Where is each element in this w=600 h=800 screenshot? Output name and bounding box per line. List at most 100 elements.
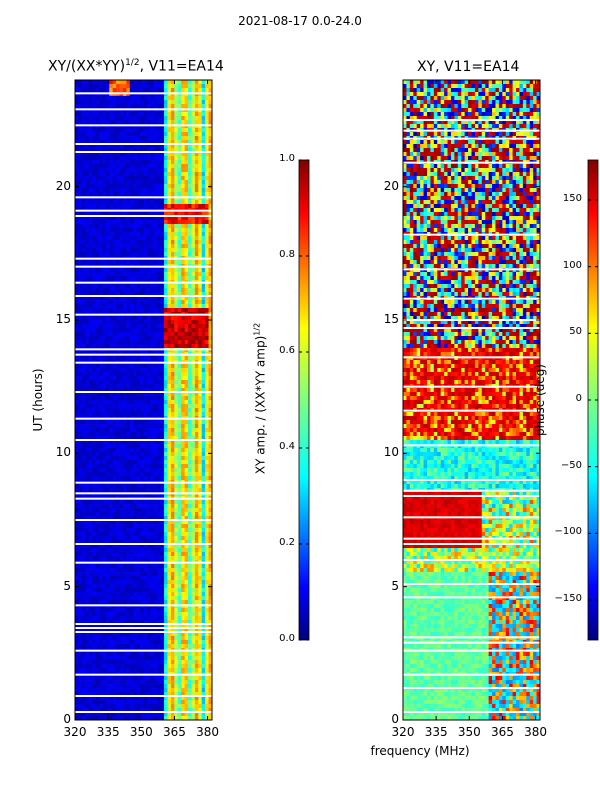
amp-cell (150, 384, 155, 389)
amp-cell (92, 524, 96, 529)
amp-cell (136, 100, 141, 105)
amp-cell (201, 528, 206, 533)
amp-cell (208, 460, 213, 465)
amp-cell (129, 144, 134, 149)
amp-cell (109, 320, 114, 325)
amp-cell (78, 472, 83, 477)
amp-cell (129, 448, 134, 453)
amp-cell (109, 384, 114, 389)
amp-cell (164, 380, 168, 385)
amp-cell (188, 532, 192, 537)
amp-cell (129, 260, 134, 265)
amp-cell (122, 320, 127, 325)
amp-cell (109, 220, 114, 225)
amp-cell (133, 292, 138, 297)
amp-cell (122, 96, 127, 101)
amp-cell (146, 140, 151, 145)
amp-cell (98, 284, 103, 289)
amp-cell (112, 168, 117, 173)
amp-cell (136, 372, 141, 377)
amp-cell (188, 136, 192, 141)
amp-cell (119, 156, 124, 161)
amp-cell (150, 328, 155, 333)
amp-cell (160, 396, 165, 401)
amp-cell (194, 384, 199, 389)
amp-cell (184, 396, 189, 401)
amp-cell (146, 276, 151, 281)
amp-cell (122, 112, 127, 117)
amp-cell (170, 448, 175, 453)
amp-cell (177, 276, 182, 281)
amp-cell (160, 536, 165, 541)
amp-cell (160, 132, 165, 137)
amp-cell (150, 476, 155, 481)
amp-cell (201, 556, 206, 561)
amp-cell (177, 428, 182, 433)
amp-cell (81, 84, 86, 89)
amp-cell (78, 272, 83, 277)
amp-cell (109, 488, 114, 493)
amp-cell (88, 292, 93, 297)
amp-cell (153, 160, 158, 165)
amp-cell (140, 160, 144, 165)
amp-cell (198, 200, 203, 205)
amp-cell (184, 284, 189, 289)
amp-cell (143, 172, 148, 177)
amp-cell (102, 476, 107, 481)
amp-cell (78, 552, 83, 557)
amp-cell (92, 140, 96, 145)
amp-cell (119, 220, 124, 225)
amp-cell (153, 308, 158, 313)
amp-cell (75, 288, 79, 293)
amp-cell (153, 508, 158, 513)
amp-cell (167, 436, 172, 441)
amp-cell (157, 268, 162, 273)
amp-cell (129, 548, 134, 553)
amp-cell (174, 448, 179, 453)
amp-cell (208, 116, 213, 121)
amp-cell (188, 568, 192, 573)
amp-cell (75, 296, 79, 301)
amp-cell (95, 100, 100, 105)
amp-cell (85, 172, 90, 177)
amp-cell (160, 236, 165, 241)
amp-cell (167, 500, 172, 505)
amp-cell (153, 184, 158, 189)
amp-cell (184, 144, 189, 149)
amp-cell (85, 536, 90, 541)
amp-cell (95, 192, 100, 197)
amp-cell (153, 244, 158, 249)
amp-cell (85, 236, 90, 241)
amp-cell (136, 120, 141, 125)
amp-cell (177, 216, 182, 221)
amp-cell (150, 288, 155, 293)
amp-cell (116, 396, 120, 401)
amp-cell (181, 152, 185, 157)
amp-cell (95, 340, 100, 345)
amp-cell (126, 512, 131, 517)
amp-cell (143, 484, 148, 489)
amp-cell (198, 504, 203, 509)
amp-cell (136, 156, 141, 161)
amp-cell (198, 356, 203, 361)
amp-cell (102, 536, 107, 541)
amp-cell (174, 180, 179, 185)
amp-cell (85, 136, 90, 141)
amp-cell (198, 404, 203, 409)
amp-cell (157, 220, 162, 225)
amp-cell (157, 548, 162, 553)
amp-cell (85, 320, 90, 325)
amp-cell (188, 544, 192, 549)
amp-cell (184, 540, 189, 545)
amp-cell (109, 300, 114, 305)
amp-cell (181, 356, 185, 361)
amp-cell (184, 488, 189, 493)
amp-cell (140, 224, 144, 229)
amp-cell (126, 120, 131, 125)
amp-cell (160, 328, 165, 333)
amp-cell (150, 184, 155, 189)
amp-cell (112, 432, 117, 437)
amp-cell (146, 448, 151, 453)
amp-cell (133, 344, 138, 349)
amp-cell (194, 552, 199, 557)
